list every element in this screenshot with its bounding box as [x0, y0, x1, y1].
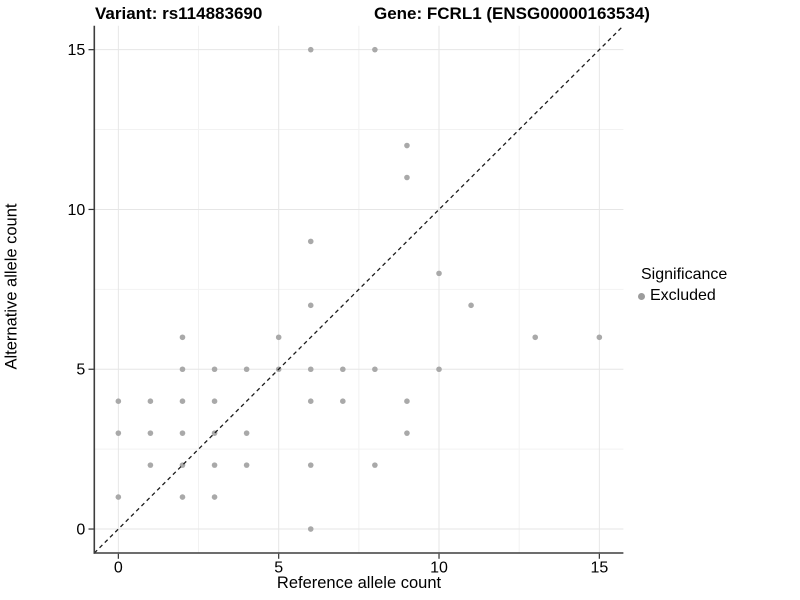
data-point — [211, 398, 218, 405]
data-point — [404, 174, 410, 181]
data-point — [340, 366, 346, 373]
data-point — [243, 366, 250, 373]
data-point — [147, 398, 154, 405]
plot-title-gene: Gene: FCRL1 (ENSG00000163534) — [374, 4, 650, 23]
y-tick-label: 10 — [68, 202, 86, 219]
legend: Significance Excluded — [638, 266, 800, 305]
plot-title-variant: Variant: rs114883690 — [95, 4, 263, 23]
data-point — [468, 302, 474, 309]
y-tick-label: 0 — [76, 522, 85, 539]
identity-line — [93, 25, 624, 554]
data-point — [307, 462, 314, 468]
data-point — [340, 398, 346, 405]
legend-item-excluded: Excluded — [638, 287, 800, 305]
data-point — [115, 430, 122, 436]
data-point — [211, 462, 218, 468]
data-point — [179, 494, 186, 500]
legend-title: Significance — [641, 266, 728, 283]
data-point — [179, 398, 186, 405]
data-point — [179, 366, 186, 373]
data-point — [307, 238, 314, 245]
data-point — [211, 494, 218, 500]
data-point — [243, 462, 250, 468]
data-point — [307, 526, 314, 532]
data-point — [436, 366, 442, 373]
data-point — [211, 366, 218, 373]
data-point — [596, 334, 603, 341]
data-point — [275, 334, 282, 341]
data-point — [404, 142, 410, 149]
data-point — [307, 366, 314, 373]
data-point — [307, 398, 314, 405]
x-tick-label: 15 — [590, 560, 608, 577]
excluded-point-icon — [638, 292, 645, 300]
data-point — [404, 398, 410, 405]
x-tick-label: 0 — [114, 560, 123, 577]
data-point — [372, 462, 378, 468]
data-point — [307, 302, 314, 309]
data-point — [532, 334, 539, 341]
x-axis-title: Reference allele count — [276, 574, 442, 592]
data-point — [179, 430, 186, 436]
y-axis-title: Alternative allele count — [2, 203, 21, 370]
legend-item-label: Excluded — [650, 287, 716, 304]
data-point — [436, 270, 442, 277]
data-point — [372, 366, 378, 373]
data-point — [404, 430, 410, 436]
data-point — [147, 462, 154, 468]
data-point — [115, 398, 122, 405]
data-point — [307, 46, 314, 53]
data-point — [115, 494, 122, 500]
data-point — [147, 430, 154, 436]
x-tick-label: 10 — [430, 560, 448, 577]
data-point — [243, 430, 250, 436]
data-point — [372, 46, 378, 53]
data-point — [179, 334, 186, 341]
y-tick-label: 15 — [68, 42, 86, 59]
y-tick-label: 5 — [76, 362, 85, 379]
x-tick-label: 5 — [274, 560, 283, 577]
